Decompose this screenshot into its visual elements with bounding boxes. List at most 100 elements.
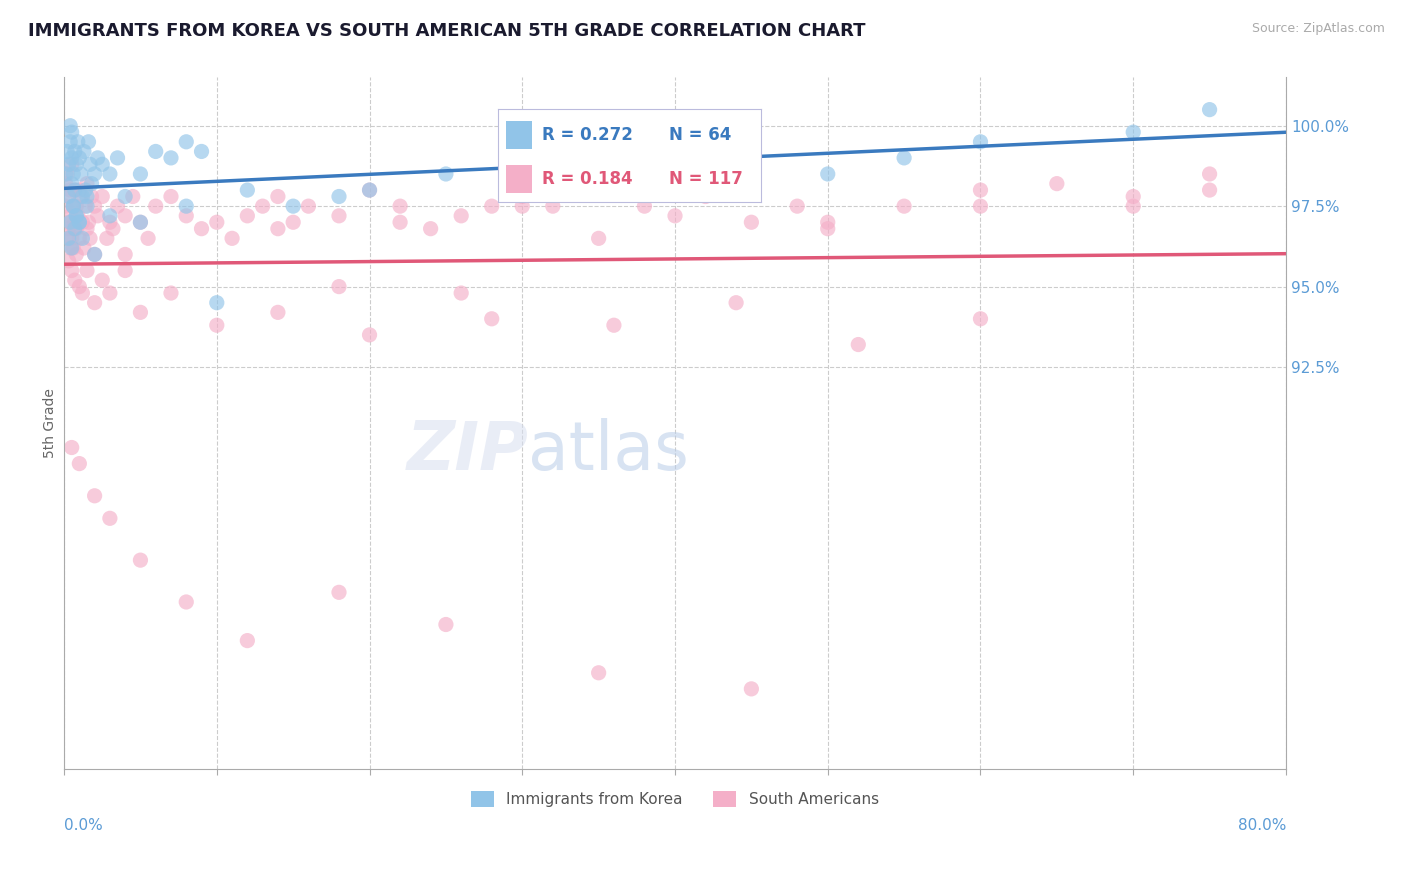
Point bbox=[481, 311, 503, 326]
Point bbox=[267, 305, 290, 319]
Point bbox=[786, 199, 808, 213]
Point bbox=[283, 215, 305, 229]
Point bbox=[969, 199, 991, 213]
Point bbox=[70, 189, 93, 203]
Text: Source: ZipAtlas.com: Source: ZipAtlas.com bbox=[1251, 22, 1385, 36]
Point bbox=[190, 145, 212, 159]
Point bbox=[60, 263, 83, 277]
Point bbox=[205, 295, 228, 310]
Point bbox=[66, 135, 89, 149]
Point bbox=[328, 279, 350, 293]
Point bbox=[174, 135, 197, 149]
Point bbox=[75, 199, 97, 213]
Point bbox=[56, 167, 79, 181]
Point bbox=[1198, 167, 1220, 181]
Point bbox=[76, 199, 98, 213]
Point bbox=[70, 167, 93, 181]
Point bbox=[740, 215, 762, 229]
Point bbox=[67, 231, 90, 245]
Point bbox=[63, 183, 86, 197]
Point bbox=[55, 167, 77, 181]
Point bbox=[129, 215, 152, 229]
Point bbox=[969, 135, 991, 149]
Point bbox=[359, 183, 381, 197]
Point bbox=[328, 585, 350, 599]
Point bbox=[1198, 183, 1220, 197]
Point bbox=[510, 189, 533, 203]
Point bbox=[72, 215, 94, 229]
Point bbox=[205, 318, 228, 333]
Point bbox=[55, 199, 77, 213]
Point bbox=[83, 247, 105, 261]
Point bbox=[145, 199, 167, 213]
Point bbox=[72, 231, 94, 245]
Point bbox=[63, 215, 86, 229]
Point bbox=[76, 177, 98, 191]
Point bbox=[67, 457, 90, 471]
Point bbox=[79, 231, 101, 245]
Point bbox=[236, 183, 259, 197]
Point bbox=[846, 337, 869, 351]
Point bbox=[588, 183, 610, 197]
Point bbox=[174, 595, 197, 609]
Point bbox=[267, 221, 290, 235]
Point bbox=[58, 189, 80, 203]
Point bbox=[59, 215, 82, 229]
Y-axis label: 5th Grade: 5th Grade bbox=[44, 388, 58, 458]
Point bbox=[129, 553, 152, 567]
Legend: Immigrants from Korea, South Americans: Immigrants from Korea, South Americans bbox=[465, 785, 884, 814]
Point bbox=[73, 241, 96, 255]
Point bbox=[58, 231, 80, 245]
Point bbox=[588, 145, 610, 159]
Point bbox=[59, 135, 82, 149]
Point bbox=[664, 183, 686, 197]
Point bbox=[83, 167, 105, 181]
Point bbox=[101, 221, 124, 235]
Point bbox=[588, 665, 610, 680]
Point bbox=[98, 209, 121, 223]
Point bbox=[60, 177, 83, 191]
Point bbox=[160, 189, 183, 203]
Point bbox=[83, 247, 105, 261]
Point bbox=[62, 241, 84, 255]
Point bbox=[174, 199, 197, 213]
Point bbox=[58, 221, 80, 235]
Point bbox=[481, 199, 503, 213]
Point bbox=[67, 279, 90, 293]
Point bbox=[73, 145, 96, 159]
Point bbox=[510, 199, 533, 213]
Point bbox=[56, 215, 79, 229]
Text: atlas: atlas bbox=[529, 418, 689, 484]
Point bbox=[725, 295, 748, 310]
Point bbox=[77, 215, 100, 229]
Point bbox=[221, 231, 243, 245]
Point bbox=[817, 215, 839, 229]
Point bbox=[58, 189, 80, 203]
Point bbox=[328, 189, 350, 203]
Point bbox=[510, 151, 533, 165]
Point bbox=[63, 273, 86, 287]
Point bbox=[114, 247, 136, 261]
Point bbox=[60, 151, 83, 165]
Point bbox=[67, 215, 90, 229]
Point bbox=[1122, 125, 1144, 139]
Point bbox=[63, 221, 86, 235]
Point bbox=[588, 231, 610, 245]
Point bbox=[62, 199, 84, 213]
Point bbox=[129, 305, 152, 319]
Point bbox=[75, 183, 97, 197]
Point bbox=[1122, 199, 1144, 213]
Point bbox=[136, 231, 159, 245]
Point bbox=[72, 189, 94, 203]
Point bbox=[1122, 189, 1144, 203]
Point bbox=[62, 199, 84, 213]
Point bbox=[190, 221, 212, 235]
Point bbox=[65, 157, 87, 171]
Point bbox=[56, 231, 79, 245]
Point bbox=[80, 177, 103, 191]
Point bbox=[72, 286, 94, 301]
Point bbox=[664, 209, 686, 223]
Point bbox=[91, 189, 114, 203]
Point bbox=[434, 167, 457, 181]
Point bbox=[91, 273, 114, 287]
